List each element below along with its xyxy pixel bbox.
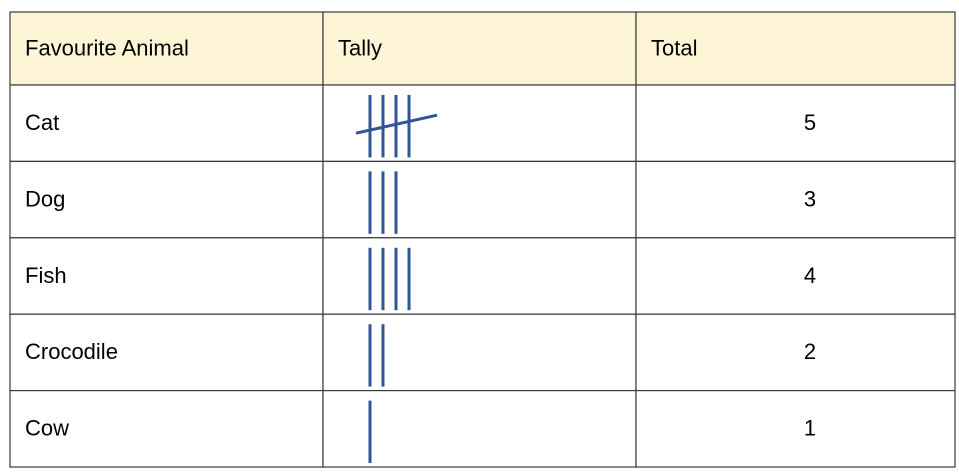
table-cell	[9, 84, 324, 163]
table-cell	[9, 390, 324, 468]
total-value: 1	[804, 416, 816, 441]
total-value: 3	[804, 186, 816, 211]
table-cell	[9, 237, 324, 315]
total-value: 2	[804, 339, 816, 364]
header-cell	[322, 11, 637, 86]
table-cell	[9, 160, 324, 239]
animal-name: Crocodile	[25, 339, 118, 364]
tally-strike	[355, 113, 438, 135]
total-value: 5	[804, 110, 816, 135]
total-value: 4	[804, 263, 816, 288]
table-cell	[635, 160, 956, 239]
animal-name: Cow	[25, 416, 69, 441]
header-cell	[9, 11, 324, 86]
table-cell	[635, 237, 956, 315]
header-text: Total	[651, 35, 697, 60]
table-cell	[635, 390, 956, 468]
table-cell	[635, 313, 956, 392]
animal-name: Fish	[25, 263, 67, 288]
header-cell	[635, 11, 956, 86]
table-cell	[322, 390, 637, 468]
table-cell	[9, 313, 324, 392]
animal-name: Cat	[25, 110, 59, 135]
table-cell	[635, 84, 956, 163]
animal-name: Dog	[25, 186, 65, 211]
table-cell	[322, 313, 637, 392]
table-cell	[322, 84, 637, 163]
header-text: Favourite Animal	[25, 35, 189, 60]
header-text: Tally	[338, 35, 382, 60]
table-cell	[322, 160, 637, 239]
